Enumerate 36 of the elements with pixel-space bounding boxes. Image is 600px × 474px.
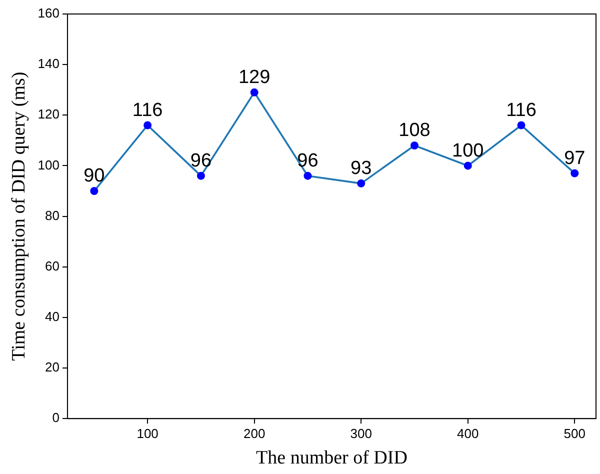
x-tick-label: 300	[350, 426, 372, 441]
y-tick-label: 80	[45, 208, 60, 223]
data-label: 108	[398, 120, 430, 142]
x-tick-label: 400	[457, 426, 479, 441]
y-tick-label: 0	[52, 410, 60, 426]
point	[250, 88, 258, 96]
data-label: 90	[84, 166, 105, 187]
y-tick-label: 100	[38, 157, 60, 172]
y-tick-label: 160	[38, 6, 60, 21]
data-label: 97	[564, 148, 586, 170]
y-tick-label: 60	[45, 258, 60, 274]
x-tick-label: 100	[136, 426, 158, 441]
y-tick-label: 120	[38, 106, 60, 122]
data-label: 93	[350, 158, 372, 180]
y-axis-title: Time consumption of DID query (ms)	[8, 72, 30, 361]
point	[90, 187, 98, 196]
point	[570, 169, 579, 178]
point	[357, 179, 366, 188]
point	[464, 162, 472, 170]
data-label: 96	[297, 150, 318, 172]
point	[144, 121, 152, 130]
x-tick-label: 500	[564, 426, 586, 441]
y-tick-label: 20	[45, 360, 60, 375]
data-label: 116	[506, 100, 536, 121]
data-label: 100	[452, 140, 484, 162]
x-tick-label: 200	[243, 426, 266, 441]
point	[517, 121, 526, 130]
data-label: 96	[190, 150, 212, 172]
x-axis-title: The number of DID	[256, 448, 408, 469]
point	[304, 172, 312, 180]
point	[196, 172, 205, 180]
data-label: 129	[238, 67, 270, 88]
data-label: 116	[132, 100, 163, 121]
point	[410, 141, 418, 150]
y-tick-label: 140	[38, 56, 60, 72]
y-tick-label: 40	[45, 309, 60, 324]
